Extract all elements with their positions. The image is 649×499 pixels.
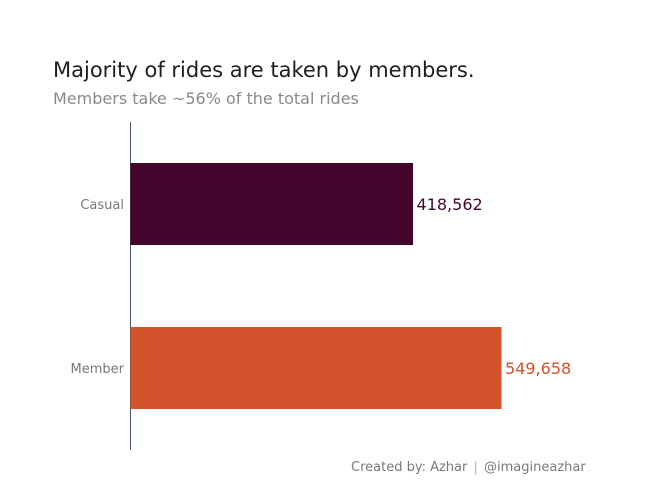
- credit-line: Created by: Azhar | @imagineazhar: [351, 460, 586, 475]
- category-label-member: Member: [71, 362, 125, 377]
- bar-member: [130, 327, 502, 409]
- credit-author: Created by: Azhar: [351, 460, 468, 475]
- chart-subtitle: Members take ~56% of the total rides: [53, 89, 359, 108]
- category-label-casual: Casual: [80, 198, 124, 213]
- value-label-member: 549,658: [505, 359, 571, 378]
- chart-title: Majority of rides are taken by members.: [53, 58, 475, 82]
- value-label-casual: 418,562: [417, 195, 483, 214]
- credit-handle: @imagineazhar: [484, 460, 586, 475]
- credit-separator: |: [473, 460, 478, 475]
- bar-casual: [130, 163, 414, 245]
